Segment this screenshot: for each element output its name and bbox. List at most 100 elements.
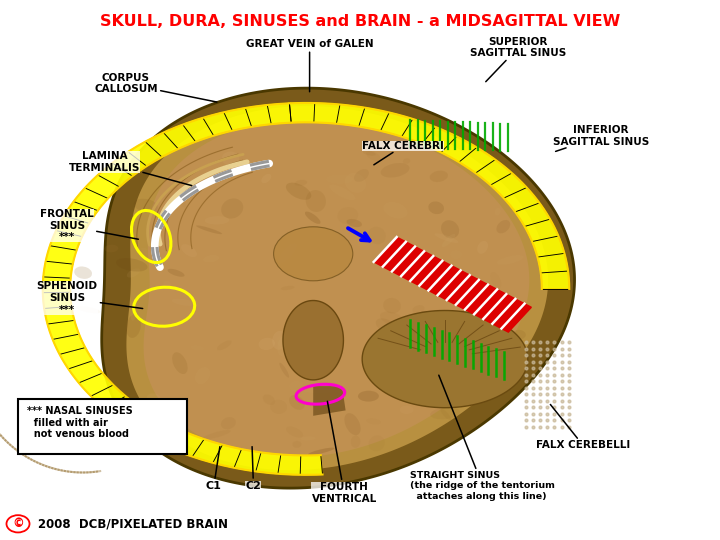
Polygon shape [102,88,575,488]
Ellipse shape [496,220,510,233]
Ellipse shape [286,427,303,437]
Ellipse shape [338,207,358,224]
Ellipse shape [202,430,231,440]
Ellipse shape [400,406,413,414]
Polygon shape [289,103,570,289]
Ellipse shape [312,313,320,328]
Ellipse shape [413,305,425,314]
Polygon shape [42,103,323,475]
Ellipse shape [302,388,333,393]
Text: C2: C2 [246,447,261,491]
Ellipse shape [221,417,236,429]
FancyBboxPatch shape [18,399,187,454]
Polygon shape [374,237,531,332]
Ellipse shape [203,255,219,262]
Text: C1: C1 [206,447,222,491]
Ellipse shape [292,441,302,448]
Ellipse shape [329,185,356,200]
Ellipse shape [432,310,456,327]
Ellipse shape [441,220,459,239]
Polygon shape [127,106,548,470]
Ellipse shape [376,319,398,334]
Ellipse shape [381,163,410,178]
Ellipse shape [490,272,501,288]
Ellipse shape [274,227,353,281]
Ellipse shape [147,393,161,403]
Ellipse shape [444,361,469,374]
Polygon shape [313,386,346,416]
Ellipse shape [172,352,188,374]
Ellipse shape [507,296,521,307]
Ellipse shape [76,306,101,313]
Ellipse shape [383,202,408,219]
Ellipse shape [181,244,197,257]
Ellipse shape [272,331,286,350]
Ellipse shape [74,266,92,279]
Text: FALX CEREBELLI: FALX CEREBELLI [536,404,630,450]
Ellipse shape [451,274,466,288]
Ellipse shape [368,227,386,244]
Text: FRONTAL
SINUS
***: FRONTAL SINUS *** [40,209,138,242]
Ellipse shape [306,361,332,373]
Ellipse shape [358,391,379,402]
Ellipse shape [276,335,290,347]
Ellipse shape [281,286,294,290]
Polygon shape [143,119,529,457]
Ellipse shape [286,183,311,200]
Text: SKULL, DURA, SINUSES and BRAIN - a MIDSAGITTAL VIEW: SKULL, DURA, SINUSES and BRAIN - a MIDSA… [100,14,620,29]
Ellipse shape [487,370,503,389]
Ellipse shape [277,334,293,356]
Ellipse shape [270,400,287,414]
Ellipse shape [415,311,432,325]
Ellipse shape [116,258,148,272]
Ellipse shape [354,169,369,182]
Ellipse shape [278,243,297,264]
Ellipse shape [376,357,392,376]
Ellipse shape [163,281,171,288]
Ellipse shape [131,309,138,321]
Ellipse shape [442,234,456,247]
Ellipse shape [176,187,186,207]
Ellipse shape [344,413,361,435]
Ellipse shape [308,448,335,455]
Ellipse shape [261,174,271,183]
Ellipse shape [300,436,316,441]
Ellipse shape [102,323,110,332]
Ellipse shape [134,199,158,212]
Ellipse shape [297,256,313,264]
Polygon shape [283,301,343,380]
Text: GREAT VEIN of GALEN: GREAT VEIN of GALEN [246,39,374,92]
Ellipse shape [501,308,512,315]
Ellipse shape [306,190,326,212]
Ellipse shape [441,409,451,421]
Text: SPHENOID
SINUS
***: SPHENOID SINUS *** [37,281,143,315]
Text: CORPUS
CALLOSUM: CORPUS CALLOSUM [94,73,217,102]
Ellipse shape [190,345,204,350]
Ellipse shape [380,312,405,327]
Ellipse shape [221,198,243,219]
Ellipse shape [357,235,371,247]
Ellipse shape [418,192,430,200]
Ellipse shape [480,339,489,350]
Ellipse shape [263,394,275,405]
Polygon shape [362,310,528,408]
Ellipse shape [346,219,362,227]
Ellipse shape [461,369,477,381]
Ellipse shape [477,241,488,254]
Ellipse shape [495,208,500,215]
Ellipse shape [351,436,360,448]
Ellipse shape [104,245,118,252]
Ellipse shape [217,340,232,350]
Text: FALX CEREBRI: FALX CEREBRI [362,141,444,165]
Text: ©: © [12,517,24,530]
Ellipse shape [287,331,296,348]
Ellipse shape [497,255,523,265]
Ellipse shape [450,250,462,259]
Ellipse shape [369,435,385,451]
Ellipse shape [289,395,305,410]
Ellipse shape [126,314,141,338]
Ellipse shape [431,407,460,420]
Ellipse shape [512,330,526,340]
Ellipse shape [363,151,376,156]
Text: 2008  DCB/PIXELATED BRAIN: 2008 DCB/PIXELATED BRAIN [38,517,228,530]
